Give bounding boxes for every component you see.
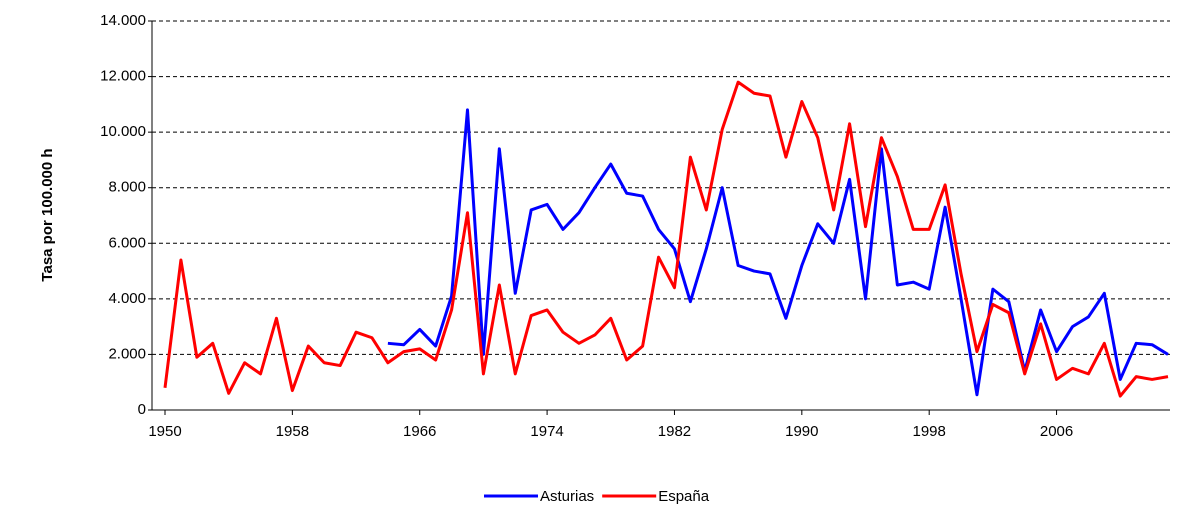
x-tick-label: 1974: [530, 423, 563, 440]
y-tick-label: 2.000: [108, 345, 146, 362]
legend-label: Asturias: [540, 488, 594, 505]
y-tick-label: 8.000: [108, 179, 146, 196]
x-tick-label: 1982: [658, 423, 691, 440]
x-tick-label: 1990: [785, 423, 818, 440]
y-tick-label: 10.000: [100, 123, 146, 140]
legend-label: España: [658, 488, 710, 505]
x-tick-label: 1950: [148, 423, 181, 440]
y-tick-label: 12.000: [100, 68, 146, 85]
y-tick-label: 14.000: [100, 12, 146, 29]
y-tick-label: 4.000: [108, 290, 146, 307]
x-tick-label: 1966: [403, 423, 436, 440]
y-axis-label: Tasa por 100.000 h: [39, 148, 56, 281]
x-tick-label: 1998: [913, 423, 946, 440]
x-tick-label: 1958: [276, 423, 309, 440]
series-line: [387, 108, 1169, 397]
series-line: [163, 80, 1169, 398]
y-tick-label: 6.000: [108, 234, 146, 251]
y-tick-label: 0: [138, 401, 146, 418]
x-tick-label: 2006: [1040, 423, 1073, 440]
